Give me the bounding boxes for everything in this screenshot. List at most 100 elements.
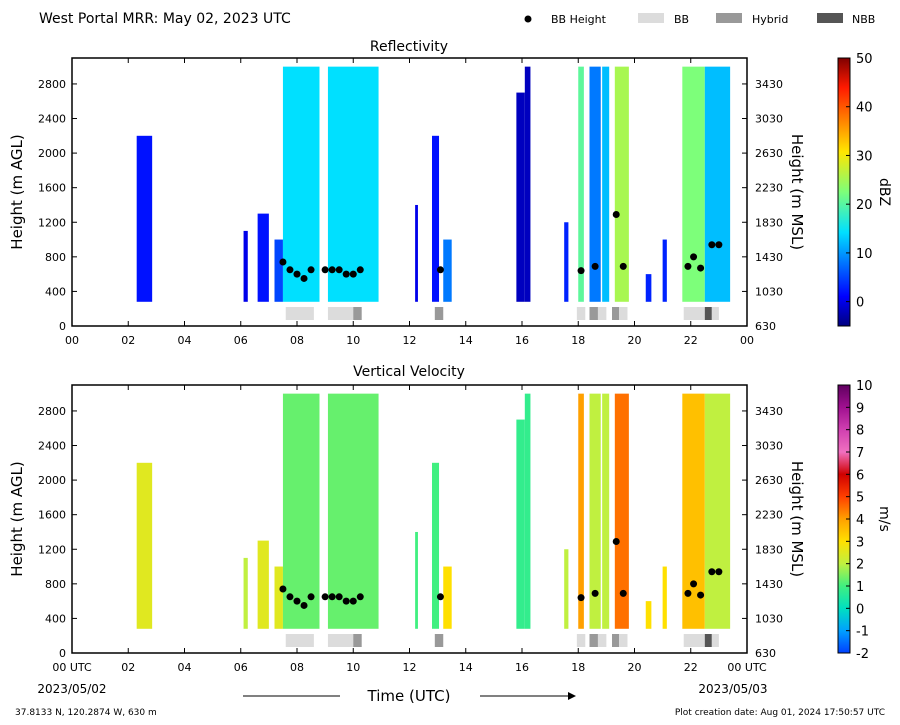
x-tick-label: 12 bbox=[403, 661, 417, 674]
bb-flag-bb bbox=[576, 307, 586, 320]
bb-height-point bbox=[307, 593, 315, 601]
velocity-colorbar-label: m/s bbox=[876, 506, 892, 532]
colorbar-tick-label: 7 bbox=[856, 446, 864, 461]
echo-column bbox=[136, 462, 153, 629]
y2-tick-label: 1830 bbox=[755, 543, 783, 556]
colorbar-tick-label: 0 bbox=[856, 602, 864, 617]
y2-tick-label: 630 bbox=[755, 647, 776, 660]
echo-column bbox=[327, 393, 379, 629]
x-tick-label: 04 bbox=[178, 661, 192, 674]
bb-height-point bbox=[690, 253, 698, 261]
x-tick-label: 14 bbox=[459, 661, 473, 674]
colorbar-tick-label: 30 bbox=[856, 149, 873, 164]
bb-height-point bbox=[708, 241, 716, 249]
echo-column bbox=[443, 239, 452, 302]
bb-height-point bbox=[436, 593, 444, 601]
bb-flag-bb bbox=[619, 307, 628, 320]
bb-flag-hybrid bbox=[434, 634, 444, 647]
bb-flag-nbb bbox=[704, 307, 712, 320]
bb-height-point bbox=[697, 591, 705, 599]
echo-column bbox=[282, 393, 320, 629]
bb-height-point bbox=[619, 589, 627, 597]
echo-column bbox=[516, 92, 525, 302]
bb-height-point bbox=[335, 593, 343, 601]
bb-height-point bbox=[342, 270, 350, 278]
reflectivity-data-layer bbox=[136, 66, 731, 320]
bb-height-point bbox=[577, 594, 585, 602]
bb-flag-nbb bbox=[704, 634, 712, 647]
bb-height-point bbox=[342, 597, 350, 605]
x-tick-label: 20 bbox=[628, 661, 642, 674]
bb-height-point bbox=[684, 589, 692, 597]
x-tick-label: 06 bbox=[234, 661, 248, 674]
bb-flag-bb bbox=[597, 634, 607, 647]
legend-label-bb: BB bbox=[674, 13, 689, 26]
y-tick-label: 2400 bbox=[38, 440, 66, 453]
bb-height-point bbox=[293, 597, 301, 605]
legend-label-hybrid: Hybrid bbox=[752, 13, 788, 26]
echo-column bbox=[415, 204, 418, 302]
x-tick-label: 00 bbox=[65, 334, 79, 347]
echo-column bbox=[662, 566, 667, 629]
y2-tick-label: 1430 bbox=[755, 251, 783, 264]
time-arrow-head-icon bbox=[568, 692, 576, 700]
bb-height-point bbox=[708, 568, 716, 576]
y2-tick-label: 2630 bbox=[755, 474, 783, 487]
echo-column bbox=[614, 66, 629, 302]
echo-column bbox=[516, 419, 525, 629]
colorbar-tick-label: 10 bbox=[856, 379, 873, 394]
bb-height-point bbox=[321, 593, 329, 601]
x-tick-label: 10 bbox=[346, 334, 360, 347]
echo-column bbox=[602, 393, 610, 629]
colorbar-tick-label: 4 bbox=[856, 513, 864, 528]
bb-flag-bb bbox=[683, 307, 705, 320]
velocity-y2-axis-label: Height (m MSL) bbox=[788, 461, 806, 577]
bb-height-point bbox=[612, 537, 620, 545]
colorbar-tick-label: -1 bbox=[856, 625, 869, 640]
reflectivity-y-axis-label: Height (m AGL) bbox=[8, 134, 26, 249]
colorbar-tick-label: 5 bbox=[856, 491, 864, 506]
velocity-colorbar-ticks: -2 -1 0 1 2 3 4 5 6 7 8 9 10 bbox=[846, 379, 873, 662]
echo-column bbox=[524, 393, 531, 629]
bb-flag-hybrid bbox=[612, 634, 620, 647]
reflectivity-panel: Reflectivity 00 02 04 06 08 10 12 14 16 18 20 22 000… bbox=[8, 39, 892, 347]
reflectivity-colorbar bbox=[837, 57, 851, 327]
x-tick-label: 00 UTC bbox=[727, 661, 767, 674]
x-tick-label: 22 bbox=[684, 661, 698, 674]
x-tick-label: 18 bbox=[571, 334, 585, 347]
start-date: 2023/05/02 bbox=[37, 682, 106, 696]
echo-column bbox=[415, 531, 418, 629]
y-tick-label: 1200 bbox=[38, 216, 66, 229]
echo-column bbox=[589, 66, 601, 302]
colorbar-tick-label: 1 bbox=[856, 580, 864, 595]
y-tick-label: 1600 bbox=[38, 182, 66, 195]
echo-column bbox=[578, 66, 584, 302]
y2-tick-label: 1430 bbox=[755, 578, 783, 591]
end-date: 2023/05/03 bbox=[698, 682, 767, 696]
bb-flag-bb bbox=[619, 634, 628, 647]
bb-height-point bbox=[349, 597, 357, 605]
bb-height-point bbox=[591, 589, 599, 597]
bb-flag-hybrid bbox=[353, 307, 362, 320]
y-tick-label: 1600 bbox=[38, 509, 66, 522]
x-tick-label: 06 bbox=[234, 334, 248, 347]
bb-height-point bbox=[300, 601, 308, 609]
y2-tick-label: 2630 bbox=[755, 147, 783, 160]
echo-column bbox=[443, 566, 452, 629]
bb-flag-hybrid bbox=[589, 307, 598, 320]
y-tick-label: 400 bbox=[45, 612, 66, 625]
legend-label-bb-height: BB Height bbox=[551, 13, 607, 26]
echo-column bbox=[602, 66, 610, 302]
y-tick-label: 2000 bbox=[38, 474, 66, 487]
y2-tick-label: 3430 bbox=[755, 78, 783, 91]
echo-column bbox=[589, 393, 601, 629]
bb-flag-hybrid bbox=[434, 307, 444, 320]
echo-column bbox=[257, 213, 269, 302]
y2-tick-label: 1030 bbox=[755, 285, 783, 298]
y2-tick-label: 1030 bbox=[755, 612, 783, 625]
echo-column bbox=[243, 557, 248, 629]
bb-height-point bbox=[286, 266, 294, 274]
x-tick-label: 00 UTC bbox=[52, 661, 92, 674]
